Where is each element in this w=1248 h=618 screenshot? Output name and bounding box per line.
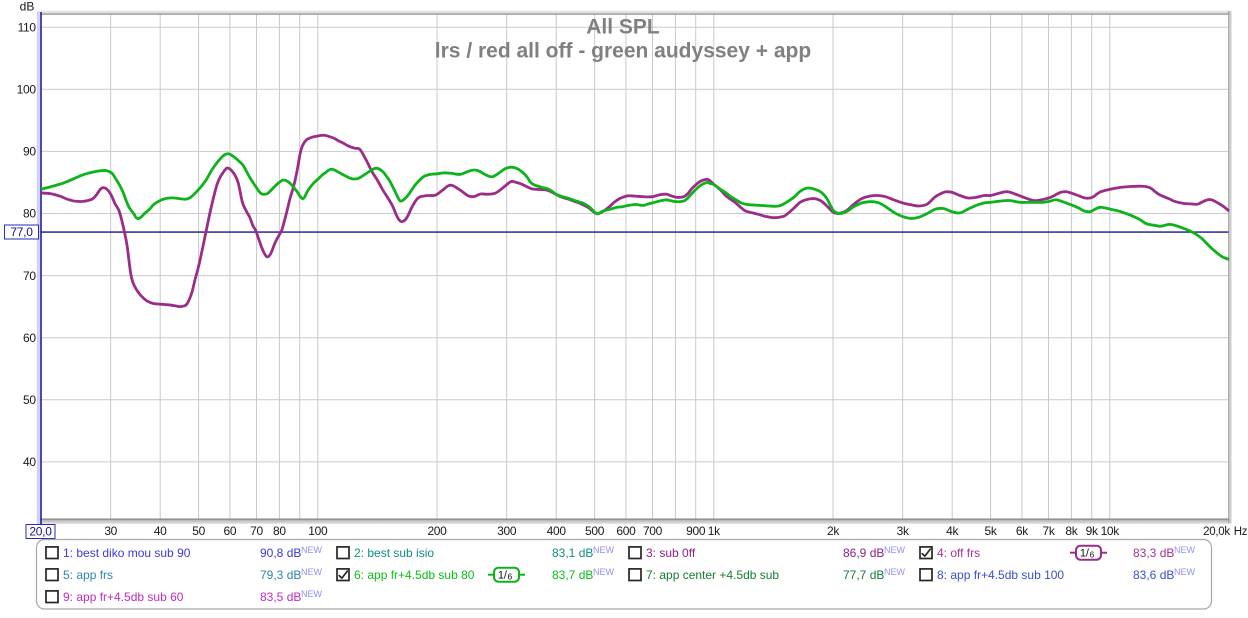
svg-text:8k: 8k	[1065, 524, 1078, 538]
svg-text:86,9 dB: 86,9 dB	[843, 546, 884, 560]
svg-text:40: 40	[23, 455, 36, 469]
svg-text:dB: dB	[20, 0, 35, 14]
svg-text:20,0k: 20,0k	[1203, 526, 1230, 538]
svg-text:79,3 dB: 79,3 dB	[260, 568, 301, 582]
svg-text:100: 100	[308, 524, 328, 538]
svg-text:7: app center +4.5db sub: 7: app center +4.5db sub	[646, 568, 779, 582]
svg-text:300: 300	[497, 524, 517, 538]
svg-text:60: 60	[224, 524, 237, 538]
svg-text:9: app fr+4.5db sub 60: 9: app fr+4.5db sub 60	[63, 590, 184, 604]
svg-text:6k: 6k	[1016, 524, 1029, 538]
svg-text:80: 80	[273, 524, 286, 538]
svg-text:20,0: 20,0	[29, 525, 52, 539]
svg-text:5k: 5k	[985, 524, 998, 538]
svg-text:77,0: 77,0	[10, 225, 33, 239]
svg-text:83,1 dB: 83,1 dB	[552, 546, 593, 560]
svg-text:1/: 1/	[498, 570, 508, 582]
svg-text:6: 6	[1090, 549, 1095, 559]
svg-text:110: 110	[18, 20, 37, 34]
svg-text:3: sub 0ff: 3: sub 0ff	[646, 546, 696, 560]
svg-text:5: app frs: 5: app frs	[63, 568, 113, 582]
svg-text:2: best sub isio: 2: best sub isio	[354, 546, 434, 560]
svg-text:83,3 dB: 83,3 dB	[1133, 546, 1174, 560]
svg-text:1k: 1k	[708, 524, 721, 538]
svg-text:NEW: NEW	[301, 545, 323, 555]
svg-text:NEW: NEW	[301, 567, 323, 577]
svg-text:70: 70	[23, 269, 36, 283]
svg-text:NEW: NEW	[301, 589, 323, 599]
svg-text:90: 90	[23, 145, 36, 159]
svg-text:lrs / red all off - green audy: lrs / red all off - green audyssey + app	[435, 40, 811, 63]
svg-text:30: 30	[104, 524, 117, 538]
svg-text:40: 40	[154, 524, 167, 538]
svg-text:600: 600	[616, 524, 636, 538]
svg-text:500: 500	[585, 524, 605, 538]
svg-text:7k: 7k	[1042, 524, 1055, 538]
svg-text:1/: 1/	[1080, 548, 1090, 560]
svg-text:100: 100	[17, 83, 37, 97]
svg-text:NEW: NEW	[1174, 567, 1196, 577]
svg-text:4: off frs: 4: off frs	[937, 546, 980, 560]
svg-text:50: 50	[192, 524, 205, 538]
svg-text:900: 900	[686, 524, 706, 538]
svg-text:4k: 4k	[946, 524, 959, 538]
svg-text:10k: 10k	[1101, 524, 1121, 538]
svg-text:80: 80	[23, 207, 36, 221]
svg-text:700: 700	[643, 524, 663, 538]
svg-text:6: app fr+4.5db sub 80: 6: app fr+4.5db sub 80	[354, 568, 475, 582]
svg-text:NEW: NEW	[593, 567, 615, 577]
svg-text:All SPL: All SPL	[586, 16, 660, 39]
svg-text:9k: 9k	[1086, 524, 1099, 538]
svg-text:200: 200	[427, 524, 447, 538]
svg-text:6: 6	[508, 571, 513, 581]
svg-text:Hz: Hz	[1234, 526, 1248, 538]
svg-text:NEW: NEW	[884, 567, 906, 577]
svg-text:50: 50	[23, 393, 36, 407]
svg-text:90,8 dB: 90,8 dB	[260, 546, 301, 560]
svg-text:2k: 2k	[827, 524, 840, 538]
svg-text:400: 400	[547, 524, 567, 538]
svg-text:60: 60	[23, 331, 36, 345]
svg-text:70: 70	[250, 524, 263, 538]
svg-text:NEW: NEW	[1174, 545, 1196, 555]
svg-text:8: app fr+4.5db sub 100: 8: app fr+4.5db sub 100	[937, 568, 1064, 582]
svg-text:NEW: NEW	[884, 545, 906, 555]
svg-text:NEW: NEW	[593, 545, 615, 555]
svg-text:77,7 dB: 77,7 dB	[843, 568, 884, 582]
svg-text:83,6 dB: 83,6 dB	[1133, 568, 1174, 582]
svg-text:83,7 dB: 83,7 dB	[552, 568, 593, 582]
svg-text:1: best diko mou sub 90: 1: best diko mou sub 90	[63, 546, 191, 560]
svg-text:83,5 dB: 83,5 dB	[260, 590, 301, 604]
svg-text:3k: 3k	[897, 524, 910, 538]
